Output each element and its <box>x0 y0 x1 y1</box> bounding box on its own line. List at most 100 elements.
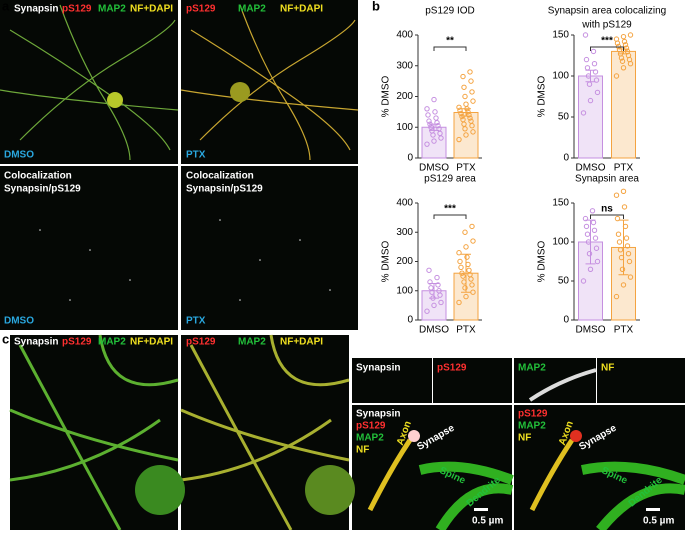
data-point <box>622 42 629 48</box>
data-point <box>584 231 591 237</box>
x-tick-label: PTX <box>614 325 634 336</box>
data-point <box>623 235 630 241</box>
scale-label: 0.5 µm <box>472 516 503 527</box>
panel-letter: c <box>2 331 9 346</box>
data-point <box>469 223 475 230</box>
channel-label: pS129 <box>186 337 216 348</box>
data-point <box>436 288 442 294</box>
image <box>181 166 358 330</box>
data-point <box>613 73 620 79</box>
channel-label: pS129 <box>186 4 216 15</box>
channel-label: MAP2 <box>238 337 266 348</box>
data-point <box>467 69 473 75</box>
data-point <box>431 96 437 103</box>
data-point <box>457 107 463 114</box>
data-point <box>463 244 469 250</box>
y-tick-label: 100 <box>552 71 569 82</box>
data-point <box>456 136 462 143</box>
significance-bracket <box>590 46 624 51</box>
data-point <box>457 258 463 265</box>
data-point <box>458 110 464 117</box>
image <box>514 358 596 403</box>
data-point <box>592 235 599 241</box>
data-point <box>619 58 626 64</box>
coloc-label: Synapsin/pS129 <box>4 184 81 195</box>
data-point <box>435 282 441 288</box>
coloc-label: Synapsin/pS129 <box>186 184 263 195</box>
data-point <box>580 110 587 116</box>
x-tick-label: PTX <box>456 325 476 336</box>
data-point <box>432 109 438 115</box>
data-point <box>585 239 592 245</box>
data-point <box>594 258 601 265</box>
data-point <box>428 124 434 130</box>
data-point <box>431 302 437 309</box>
channel-label: MAP2 <box>98 4 126 15</box>
data-point <box>623 45 630 51</box>
data-point <box>585 73 592 79</box>
data-point <box>624 243 631 249</box>
data-point <box>428 285 434 291</box>
data-point <box>613 293 620 300</box>
data-point <box>462 93 468 100</box>
data-point <box>592 69 599 75</box>
data-point <box>434 274 440 281</box>
data-point <box>582 215 589 222</box>
significance-bracket <box>433 214 467 219</box>
y-tick-label: 50 <box>558 276 570 287</box>
chart-title: Synapsin area <box>575 174 639 185</box>
condition-label: PTX <box>186 316 206 327</box>
coloc-label: Colocalization <box>186 171 254 182</box>
scale-label: 0.5 µm <box>643 516 674 527</box>
data-point <box>427 279 433 285</box>
channel-label: Synapsin <box>14 4 58 15</box>
y-tick-label: 0 <box>563 315 569 326</box>
x-tick-label: DMSO <box>576 163 606 174</box>
condition-label: DMSO <box>4 150 34 161</box>
y-tick-label: 300 <box>396 227 413 238</box>
data-point <box>593 245 600 251</box>
data-point <box>426 118 432 124</box>
data-point <box>461 84 467 90</box>
y-axis-label: % DMSO <box>381 75 392 117</box>
chart-title: pS129 IOD <box>425 6 474 17</box>
data-point <box>620 188 627 195</box>
data-point <box>461 279 467 285</box>
puncta <box>39 219 331 301</box>
channel-label: Synapsin <box>356 409 400 420</box>
data-point <box>587 266 594 272</box>
significance-label: ns <box>601 204 613 215</box>
image <box>352 358 432 403</box>
data-point <box>590 48 597 55</box>
y-tick-label: 200 <box>396 256 413 267</box>
y-tick-label: 0 <box>563 153 569 164</box>
y-tick-label: 300 <box>396 60 413 71</box>
y-tick-label: 200 <box>396 91 413 102</box>
significance-bracket <box>433 46 467 51</box>
data-point <box>616 47 623 53</box>
condition-label: DMSO <box>4 316 34 327</box>
data-point <box>469 282 475 288</box>
panel-letter: b <box>372 0 380 13</box>
y-tick-label: 100 <box>552 237 569 248</box>
image <box>433 358 512 403</box>
channel-label: Synapsin <box>356 363 400 374</box>
data-point <box>467 115 473 121</box>
data-point <box>424 141 430 147</box>
chart-title: pS129 area <box>424 174 476 185</box>
data-point <box>460 273 466 279</box>
data-point <box>470 98 476 104</box>
data-point <box>619 266 626 272</box>
data-point <box>594 89 601 96</box>
data-point <box>425 112 431 118</box>
channel-label: MAP2 <box>98 337 126 348</box>
data-point <box>613 192 620 198</box>
channel-label: NF <box>518 433 531 444</box>
data-point <box>470 129 476 135</box>
x-tick-label: DMSO <box>419 325 449 336</box>
image <box>597 358 685 403</box>
neurites <box>0 4 359 161</box>
data-point <box>458 264 464 271</box>
data-point <box>460 116 466 123</box>
